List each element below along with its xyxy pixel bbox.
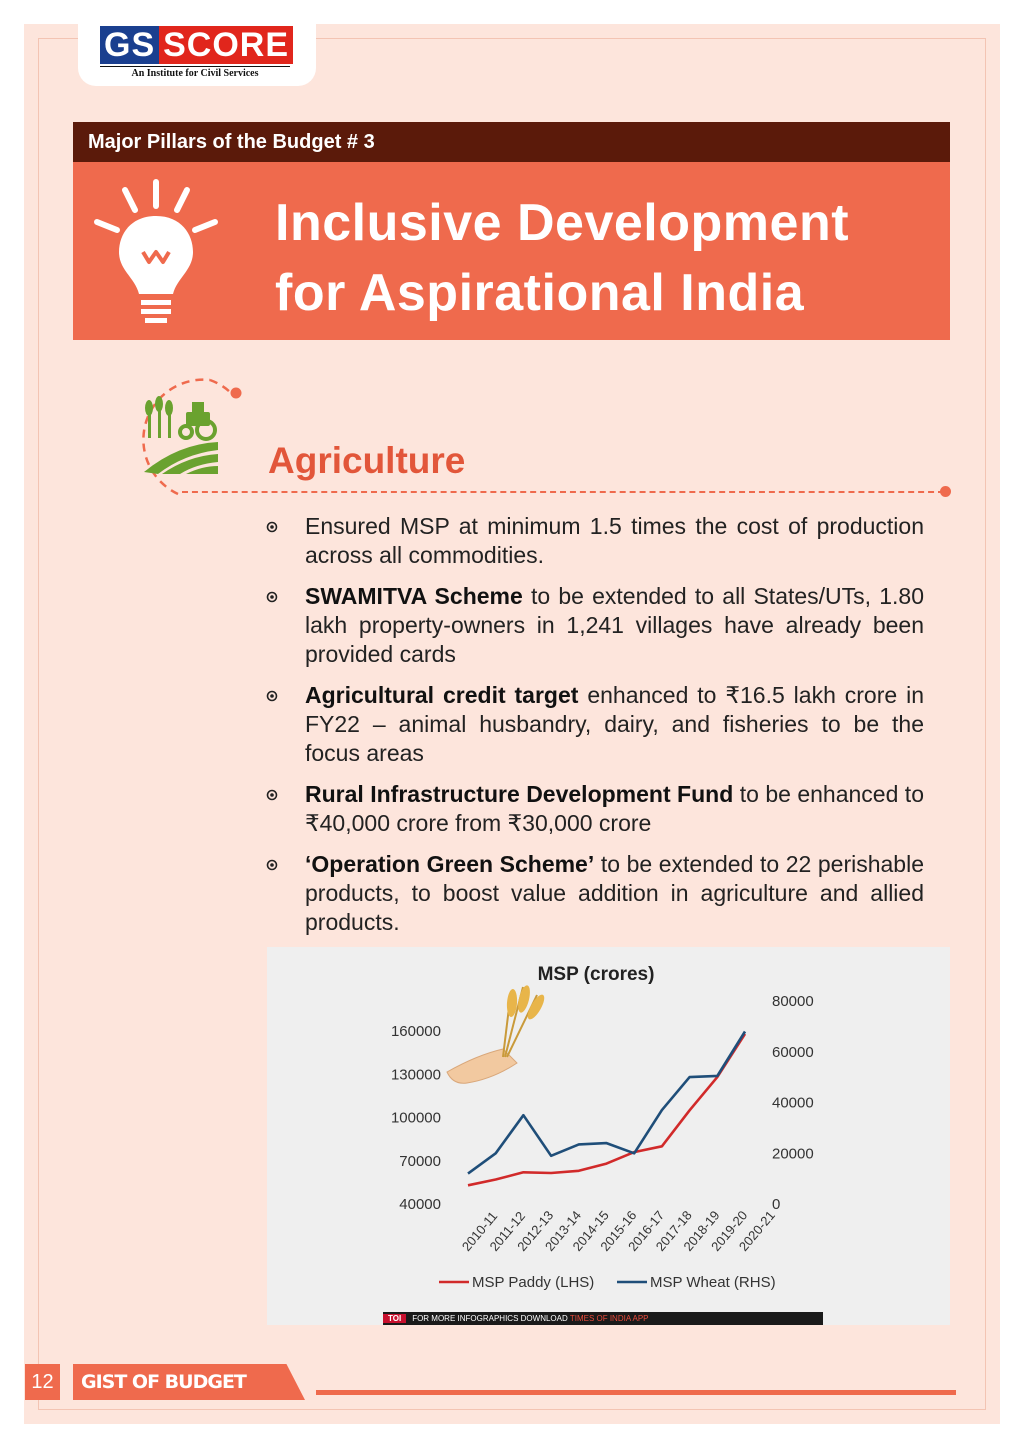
footer-rule — [316, 1390, 956, 1395]
right-axis-tick-label: 80000 — [772, 993, 814, 1010]
bullet-icon — [266, 591, 278, 603]
banner-title-line-2: for Aspirational India — [275, 264, 805, 322]
logo-tagline: An Institute for Civil Services — [100, 66, 290, 79]
bullet-text: to be enhanced to ₹40,000 crore from ₹30… — [305, 781, 924, 836]
bullet-text: enhanced to ₹16.5 lakh crore in FY22 – a… — [305, 682, 924, 766]
logo-score: SCORE — [159, 26, 294, 64]
bullet-bold: ‘Operation Green Scheme’ — [305, 851, 595, 877]
toi-promo-bar[interactable]: TOI FOR MORE INFOGRAPHICS DOWNLOAD TIMES … — [383, 1312, 823, 1325]
bullet-icon — [266, 521, 278, 533]
msp-chart: MSP (crores) 40000 70000 100000 130000 160000… — [391, 964, 814, 1291]
bullet-text: to be extended to 22 perishable products… — [305, 851, 925, 935]
bullet-bold: Agricultural credit target — [305, 682, 579, 708]
page-number: 12 — [25, 1364, 60, 1400]
title-banner: Inclusive Development for Aspirational I… — [73, 162, 950, 340]
gsscore-logo[interactable]: GS SCORE An Institute for Civil Services — [100, 26, 294, 79]
toi-badge: TOI — [383, 1314, 407, 1323]
bullet-icon — [266, 690, 278, 702]
bullet-icon — [266, 859, 278, 871]
section-divider — [182, 491, 944, 493]
legend-label: MSP Wheat (RHS) — [650, 1274, 776, 1291]
section-title: Agriculture — [268, 440, 466, 481]
bullet-text: to be extended to all States/UTs, 1.80 l… — [305, 583, 925, 667]
legend-label: MSP Paddy (LHS) — [472, 1274, 594, 1291]
right-axis-tick-label: 0 — [772, 1196, 780, 1213]
series-line — [467, 1030, 747, 1175]
left-axis-tick-label: 160000 — [391, 1023, 441, 1040]
left-axis-tick-label: 70000 — [399, 1153, 441, 1170]
footer-label: GIST OF BUDGET 2021-2022 — [73, 1364, 305, 1400]
list-item: ‘Operation Green Scheme’ to be extended … — [266, 850, 924, 937]
toi-text: FOR MORE INFOGRAPHICS DOWNLOAD — [412, 1314, 568, 1323]
page-frame — [38, 38, 986, 1410]
bullet-bold: Rural Infrastructure Development Fund — [305, 781, 734, 807]
chart-title: MSP (crores) — [538, 964, 655, 985]
banner-title: Inclusive Development for Aspirational I… — [275, 188, 849, 328]
series-line — [467, 1033, 747, 1187]
bullet-icon — [266, 789, 278, 801]
lightbulb-icon — [94, 179, 218, 323]
list-item: SWAMITVA Scheme to be extended to all St… — [266, 582, 924, 669]
bullet-list: Ensured MSP at minimum 1.5 times the cos… — [266, 512, 924, 949]
list-item: Ensured MSP at minimum 1.5 times the cos… — [266, 512, 924, 570]
left-axis-tick-label: 100000 — [391, 1110, 441, 1127]
right-axis-tick-label: 20000 — [772, 1145, 814, 1162]
list-item: Rural Infrastructure Development Fund to… — [266, 780, 924, 838]
section-header-label: Major Pillars of the Budget # 3 — [73, 122, 950, 162]
logo-gs: GS — [100, 26, 160, 64]
list-item: Agricultural credit target enhanced to ₹… — [266, 681, 924, 768]
banner-title-line-1: Inclusive Development — [275, 194, 850, 252]
toi-highlight: TIMES OF INDIA APP — [569, 1314, 649, 1323]
left-axis-tick-label: 130000 — [391, 1066, 441, 1083]
bullet-bold: SWAMITVA Scheme — [305, 583, 523, 609]
left-axis-tick-label: 40000 — [399, 1196, 441, 1213]
bullet-text: Ensured MSP at minimum 1.5 times the cos… — [305, 513, 924, 568]
wheat-in-hand-illustration — [446, 985, 545, 1084]
agriculture-icon — [142, 378, 242, 496]
msp-chart-panel: MSP (crores) 40000 70000 100000 130000 160000… — [267, 947, 950, 1325]
right-axis-tick-label: 40000 — [772, 1095, 814, 1112]
divider-end-dot — [940, 486, 951, 497]
right-axis-tick-label: 60000 — [772, 1044, 814, 1061]
